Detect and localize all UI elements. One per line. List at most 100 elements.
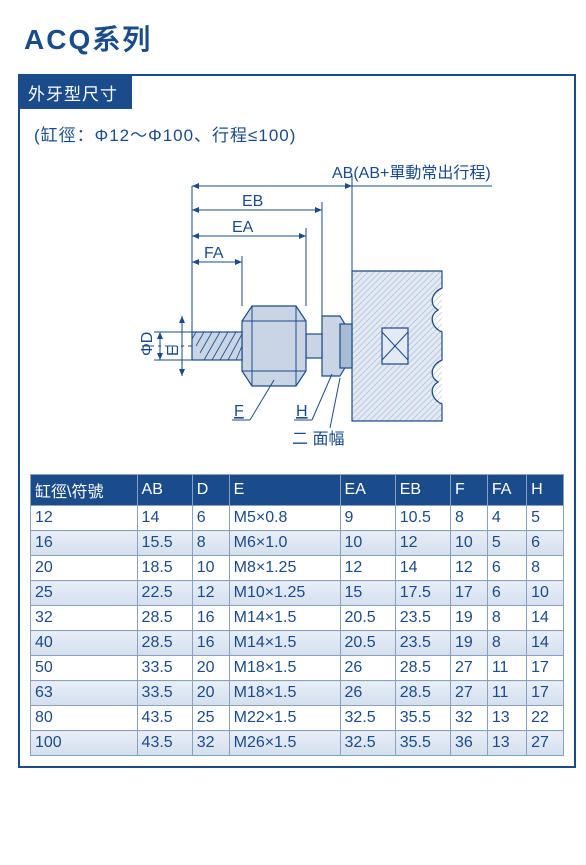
table-cell: 25 (31, 581, 138, 606)
table-cell: 8 (192, 531, 229, 556)
table-cell: 20.5 (340, 631, 395, 656)
table-cell: 10 (192, 556, 229, 581)
table-cell: 10 (340, 531, 395, 556)
table-cell: M14×1.5 (229, 631, 340, 656)
table-cell: 18.5 (137, 556, 192, 581)
diagram-container: AB(AB+單動常出行程) EB EA FA ΦD (20, 150, 574, 474)
table-cell: M6×1.0 (229, 531, 340, 556)
table-cell: 13 (487, 731, 526, 756)
table-cell: 20 (192, 681, 229, 706)
table-cell: 14 (527, 606, 564, 631)
table-cell: 9 (340, 506, 395, 531)
col-bore: 缸徑\符號 (31, 475, 138, 506)
table-cell: 12 (31, 506, 138, 531)
table-cell: 8 (487, 606, 526, 631)
table-cell: 32.5 (340, 731, 395, 756)
table-cell: 4 (487, 506, 526, 531)
table-cell: 43.5 (137, 731, 192, 756)
table-cell: M8×1.25 (229, 556, 340, 581)
table-cell: 32 (450, 706, 487, 731)
table-cell: 16 (192, 631, 229, 656)
dimension-diagram: AB(AB+單動常出行程) EB EA FA ΦD (82, 156, 512, 456)
table-cell: 14 (137, 506, 192, 531)
col-h: H (527, 475, 564, 506)
table-cell: M22×1.5 (229, 706, 340, 731)
table-cell: 10 (450, 531, 487, 556)
table-cell: M18×1.5 (229, 656, 340, 681)
spec-table: 缸徑\符號 AB D E EA EB F FA H 12146M5×0.8910… (30, 474, 564, 756)
col-e: E (229, 475, 340, 506)
col-eb: EB (395, 475, 450, 506)
table-cell: 27 (450, 656, 487, 681)
table-cell: 16 (31, 531, 138, 556)
table-cell: 17 (527, 681, 564, 706)
table-cell: 5 (487, 531, 526, 556)
table-cell: 15 (340, 581, 395, 606)
spec-box: 外牙型尺寸 (缸徑：Φ12～Φ100、行程≤100) (18, 74, 576, 768)
table-cell: 35.5 (395, 706, 450, 731)
table-cell: M10×1.25 (229, 581, 340, 606)
table-header-row: 缸徑\符號 AB D E EA EB F FA H (31, 475, 564, 506)
table-cell: 36 (450, 731, 487, 756)
table-cell: 10 (527, 581, 564, 606)
f-label: F (234, 403, 244, 420)
table-cell: 6 (487, 581, 526, 606)
col-fa: FA (487, 475, 526, 506)
table-cell: 19 (450, 631, 487, 656)
table-cell: 17 (450, 581, 487, 606)
table-cell: 28.5 (137, 631, 192, 656)
table-cell: 28.5 (395, 681, 450, 706)
ab-label: AB(AB+單動常出行程) (332, 164, 491, 182)
table-cell: M5×0.8 (229, 506, 340, 531)
table-cell: 50 (31, 656, 138, 681)
table-cell: 13 (487, 706, 526, 731)
table-row: 8043.525M22×1.532.535.5321322 (31, 706, 564, 731)
table-cell: 12 (340, 556, 395, 581)
table-cell: 33.5 (137, 681, 192, 706)
table-cell: 80 (31, 706, 138, 731)
col-ab: AB (137, 475, 192, 506)
table-cell: 6 (527, 531, 564, 556)
col-f: F (450, 475, 487, 506)
table-cell: 14 (527, 631, 564, 656)
table-cell: 43.5 (137, 706, 192, 731)
table-cell: 16 (192, 606, 229, 631)
table-cell: 11 (487, 681, 526, 706)
table-row: 12146M5×0.8910.5845 (31, 506, 564, 531)
table-cell: 20 (31, 556, 138, 581)
table-row: 2018.510M8×1.2512141268 (31, 556, 564, 581)
table-body: 12146M5×0.8910.58451615.58M6×1.010121056… (31, 506, 564, 756)
table-cell: 17 (527, 656, 564, 681)
col-d: D (192, 475, 229, 506)
series-title: ACQ系列 (0, 0, 586, 66)
table-cell: 15.5 (137, 531, 192, 556)
table-cell: 23.5 (395, 631, 450, 656)
table-cell: 10.5 (395, 506, 450, 531)
col-ea: EA (340, 475, 395, 506)
ea-label: EA (232, 219, 254, 236)
table-row: 4028.516M14×1.520.523.519814 (31, 631, 564, 656)
table-row: 10043.532M26×1.532.535.5361327 (31, 731, 564, 756)
h-label: H (296, 403, 308, 420)
table-cell: 100 (31, 731, 138, 756)
table-cell: 28.5 (137, 606, 192, 631)
table-cell: 8 (487, 631, 526, 656)
table-cell: 22 (527, 706, 564, 731)
table-cell: 22.5 (137, 581, 192, 606)
table-cell: 17.5 (395, 581, 450, 606)
two-flat-label: 二 面幅 (292, 430, 344, 448)
fa-label: FA (204, 245, 224, 262)
table-cell: 25 (192, 706, 229, 731)
table-cell: 27 (450, 681, 487, 706)
table-row: 1615.58M6×1.010121056 (31, 531, 564, 556)
section-label: 外牙型尺寸 (20, 76, 132, 109)
table-row: 2522.512M10×1.251517.517610 (31, 581, 564, 606)
table-cell: 8 (450, 506, 487, 531)
table-cell: 26 (340, 681, 395, 706)
table-cell: 26 (340, 656, 395, 681)
table-cell: 20 (192, 656, 229, 681)
table-cell: 8 (527, 556, 564, 581)
table-cell: 12 (450, 556, 487, 581)
table-cell: 23.5 (395, 606, 450, 631)
table-cell: 14 (395, 556, 450, 581)
